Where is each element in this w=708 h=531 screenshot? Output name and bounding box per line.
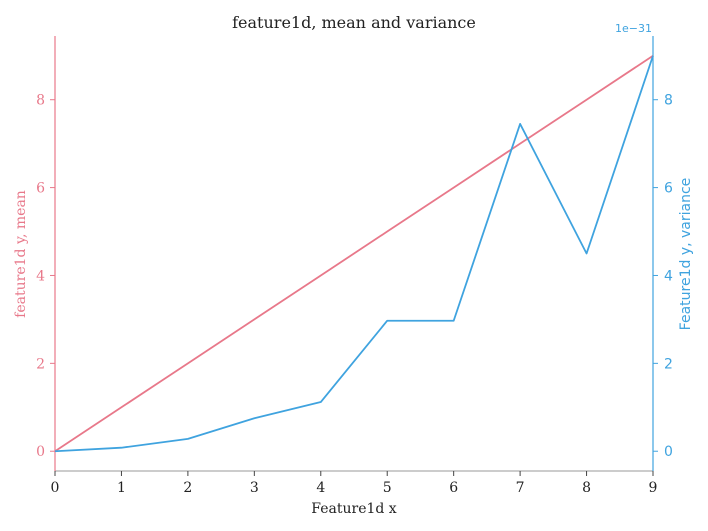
plot-lines <box>54 55 654 453</box>
x-tick-label: 9 <box>649 480 658 496</box>
left-y-tick-label: 2 <box>36 356 45 372</box>
x-tick-label: 7 <box>516 480 525 496</box>
mean-series-line <box>54 55 654 452</box>
x-tick-label: 5 <box>383 480 392 496</box>
right-axis-offset-text: 1e−31 <box>615 22 652 35</box>
right-y-tick-label: 4 <box>664 268 673 284</box>
right-y-tick-label: 2 <box>664 356 673 372</box>
x-tick-label: 0 <box>51 480 60 496</box>
x-tick-label: 4 <box>316 480 325 496</box>
left-y-tick-label: 6 <box>36 181 45 197</box>
x-tick-label: 8 <box>582 480 591 496</box>
left-y-tick-label: 4 <box>36 268 45 284</box>
right-y-tick-label: 8 <box>664 93 673 109</box>
axes: 0 1 2 3 4 5 6 7 8 9 0 2 4 6 8 0 2 4 6 8 <box>36 36 673 496</box>
x-tick-label: 2 <box>183 480 192 496</box>
right-y-tick-label: 0 <box>664 444 673 460</box>
right-y-tick-label: 6 <box>664 181 673 197</box>
chart-title: feature1d, mean and variance <box>232 13 476 32</box>
left-y-axis-label: feature1d y, mean <box>13 190 29 318</box>
variance-series-line <box>54 55 654 453</box>
x-tick-label: 6 <box>449 480 458 496</box>
x-tick-label: 3 <box>250 480 259 496</box>
x-axis-label: Feature1d x <box>311 501 397 517</box>
right-y-axis-label: Feature1d y, variance <box>678 178 694 331</box>
left-y-tick-label: 0 <box>36 444 45 460</box>
x-tick-label: 1 <box>117 480 126 496</box>
left-y-tick-label: 8 <box>36 93 45 109</box>
